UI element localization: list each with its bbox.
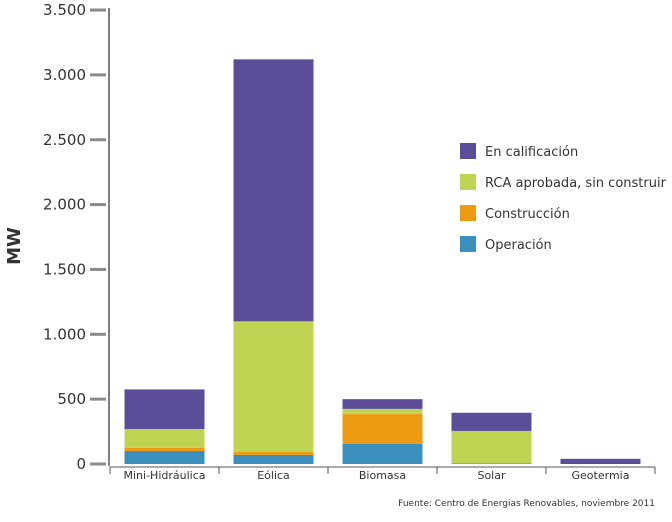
bar-segment: [124, 428, 205, 448]
legend-item: RCA aprobada, sin construir: [460, 174, 667, 191]
legend-item: Operación: [460, 236, 552, 253]
x-tick-label: Solar: [477, 469, 506, 482]
x-tick-label: Eólica: [257, 469, 290, 482]
y-tick-mark: [90, 203, 106, 207]
legend-item: Construcción: [460, 205, 570, 222]
y-tick-mark: [90, 73, 106, 77]
y-tick-mark: [90, 462, 106, 466]
y-tick-mark: [90, 267, 106, 271]
y-tick-mark: [90, 8, 106, 12]
legend-label: RCA aprobada, sin construir: [485, 176, 667, 191]
bar-segment: [233, 321, 314, 452]
x-tick-label: Biomasa: [359, 469, 406, 482]
y-tick-label: 3.500: [43, 1, 86, 19]
legend-swatch: [460, 143, 476, 159]
bar-segment: [451, 430, 532, 464]
bar-segment: [451, 412, 532, 431]
bar-segment: [342, 443, 423, 464]
y-axis-title: MW: [4, 227, 25, 265]
x-tick-label: Mini-Hidráulica: [124, 469, 206, 482]
y-tick-label: 1.000: [43, 325, 86, 343]
y-tick-mark: [90, 332, 106, 336]
y-tick-label: 0: [76, 455, 86, 473]
bar-segment: [342, 414, 423, 444]
y-tick-label: 3.000: [43, 66, 86, 84]
y-tick-mark: [90, 138, 106, 142]
bar-segment: [342, 399, 423, 409]
legend-label: Operación: [485, 238, 552, 253]
bar-segment: [124, 451, 205, 464]
bar-segment: [560, 458, 641, 464]
bar-segment: [233, 454, 314, 464]
y-tick-label: 2.500: [43, 131, 86, 149]
legend-swatch: [460, 205, 476, 221]
legend-swatch: [460, 236, 476, 252]
x-tick-label: Geotermia: [572, 469, 630, 482]
legend-label: En calificación: [485, 145, 578, 160]
legend-swatch: [460, 174, 476, 190]
y-tick-label: 500: [57, 390, 86, 408]
x-axis: Mini-Hidráulica Eólica Biomasa Solar Geoterm…: [109, 466, 656, 482]
legend-item: En calificación: [460, 143, 578, 160]
y-ticks: 0 500 1.000 1.500 2.000 2.500 3.000 3.500: [43, 1, 106, 473]
bar-segment: [124, 389, 205, 429]
bar-segment: [124, 447, 205, 452]
bar-segment: [342, 408, 423, 415]
y-tick-label: 2.000: [43, 196, 86, 214]
source-note: Fuente: Centro de Energias Renovables, n…: [398, 499, 655, 509]
bar-segment: [233, 59, 314, 322]
legend: En calificación RCA aprobada, sin constru…: [460, 143, 667, 253]
bar-segment: [233, 451, 314, 455]
bars: [124, 59, 641, 464]
y-tick-mark: [90, 397, 106, 401]
bar-segment: [451, 463, 532, 464]
y-tick-label: 1.500: [43, 260, 86, 278]
legend-label: Construcción: [485, 207, 570, 222]
